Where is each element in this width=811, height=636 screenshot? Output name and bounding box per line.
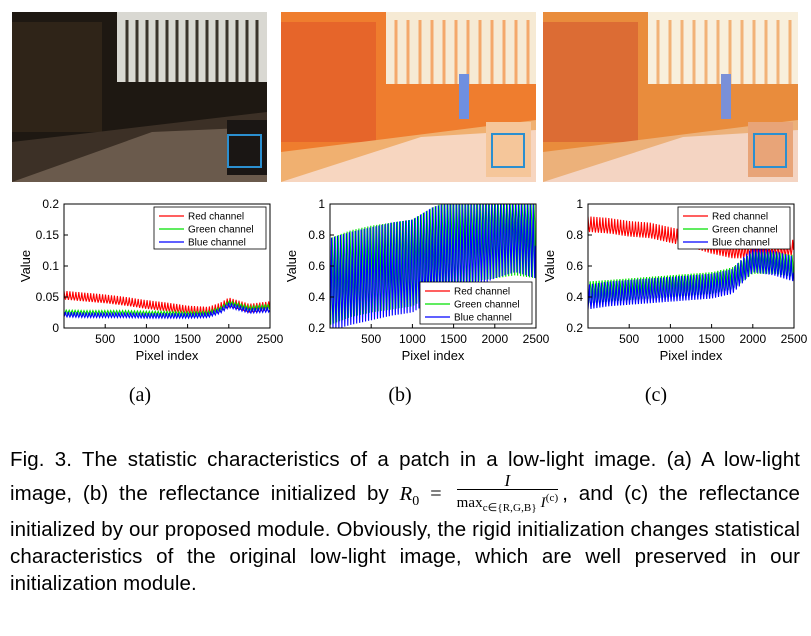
caption-part-1: Fig. 3. The statistic characteristics of…: [10, 448, 800, 505]
subfigure-label-a: (a): [128, 384, 152, 406]
series-group: [64, 290, 270, 320]
y-tick-label: 0.1: [42, 259, 59, 273]
photo-reflectance-proposed: [543, 12, 798, 182]
x-tick-label: 500: [619, 332, 639, 346]
y-tick-label: 1: [318, 197, 325, 211]
y-tick-label: 0.8: [308, 228, 325, 242]
chart-c: 500 1000 1500 2000 2500 0.2 0.4 0.6 0.8 1 Pixel in…: [534, 197, 808, 370]
subfigure-label-b: (b): [388, 384, 412, 406]
series-line-green-channel: [64, 299, 270, 317]
x-tick-label: 2000: [739, 332, 766, 346]
photo-reflectance-max: [281, 12, 536, 182]
x-axis-label: Pixel index: [402, 348, 465, 363]
x-tick-label: 2000: [481, 332, 508, 346]
chart-a: 500 1000 1500 2000 2500 0 0.05 0.1 0.15 0.2 Pixel …: [10, 197, 284, 370]
x-tick-label: 2500: [523, 332, 550, 346]
x-tick-label: 1000: [133, 332, 160, 346]
caption-r0: R0: [399, 482, 420, 510]
caption-part-2: , and (c) the reflectance initialized by…: [10, 481, 801, 595]
y-axis-label: Value: [542, 250, 557, 282]
legend-label: Red channel: [188, 212, 244, 223]
legend-label: Blue channel: [454, 313, 512, 324]
x-axis-label: Pixel index: [660, 348, 723, 363]
y-tick-label: 0.6: [566, 259, 583, 273]
x-tick-label: 2000: [215, 332, 242, 346]
legend-label: Green channel: [454, 300, 520, 311]
y-tick-label: 1: [576, 197, 583, 211]
x-axis-label: Pixel index: [136, 348, 199, 363]
y-tick-label: 0.6: [308, 259, 325, 273]
legend: Red channel Green channel Blue channel: [153, 206, 267, 250]
y-tick-label: 0: [52, 321, 59, 335]
x-tick-label: 1000: [657, 332, 684, 346]
photo-low-light-image: [12, 12, 267, 182]
series-line-blue-channel: [588, 247, 794, 310]
series-line-blue-channel: [64, 302, 270, 320]
x-tick-label: 2500: [781, 332, 808, 346]
y-tick-label: 0.05: [36, 290, 60, 304]
figure-caption: Fig. 3. The statistic characteristics of…: [10, 446, 800, 597]
legend: Red channel Green channel Blue channel: [677, 206, 791, 250]
legend-label: Blue channel: [188, 238, 246, 249]
chart-b-svg: 500 1000 1500 2000 2500 0.2 0.4 0.6 0.8 1 Pixel in…: [284, 197, 550, 363]
y-axis-label: Value: [18, 250, 33, 282]
chart-a-svg: 500 1000 1500 2000 2500 0 0.05 0.1 0.15 0.2 Pixel …: [18, 197, 284, 363]
legend-label: Blue channel: [712, 238, 770, 249]
y-axis-label: Value: [284, 250, 299, 282]
x-tick-label: 2500: [257, 332, 284, 346]
x-tick-label: 1000: [399, 332, 426, 346]
subfigure-label-c: (c): [644, 384, 668, 406]
x-tick-label: 1500: [440, 332, 467, 346]
y-tick-label: 0.8: [566, 228, 583, 242]
chart-c-svg: 500 1000 1500 2000 2500 0.2 0.4 0.6 0.8 1 Pixel in…: [542, 197, 808, 363]
x-tick-label: 1500: [698, 332, 725, 346]
legend: Red channel Green channel Blue channel: [419, 281, 533, 325]
y-tick-label: 0.4: [566, 290, 583, 304]
y-tick-label: 0.15: [36, 228, 60, 242]
caption-fraction: I maxc∈{R,G,B} I(c): [456, 471, 559, 514]
y-tick-label: 0.4: [308, 290, 325, 304]
y-tick-label: 0.2: [308, 321, 325, 335]
legend-label: Green channel: [188, 225, 254, 236]
legend-label: Red channel: [712, 212, 768, 223]
y-tick-label: 0.2: [42, 197, 59, 211]
series-group: [330, 204, 536, 328]
x-tick-label: 500: [95, 332, 115, 346]
series-line-blue-channel: [330, 204, 536, 328]
y-tick-label: 0.2: [566, 321, 583, 335]
chart-b: 500 1000 1500 2000 2500 0.2 0.4 0.6 0.8 1 Pixel in…: [276, 197, 550, 370]
caption-equals: =: [430, 482, 442, 505]
x-tick-label: 1500: [174, 332, 201, 346]
legend-label: Red channel: [454, 287, 510, 298]
x-tick-label: 500: [361, 332, 381, 346]
legend-label: Green channel: [712, 225, 778, 236]
